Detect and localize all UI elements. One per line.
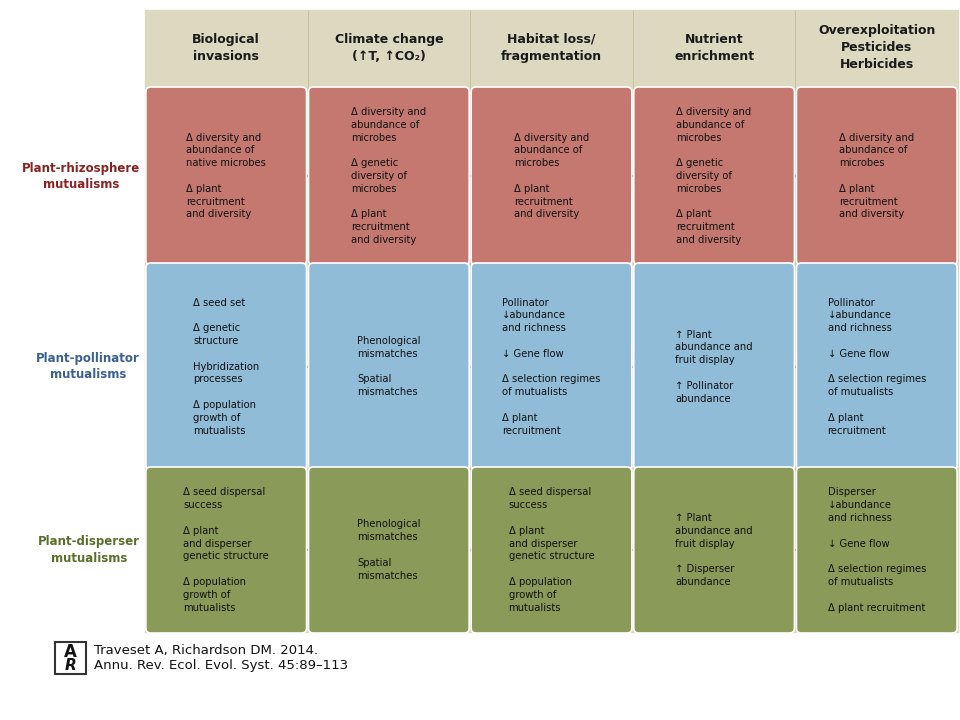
Bar xyxy=(55,642,85,674)
FancyBboxPatch shape xyxy=(797,87,957,265)
Text: Phenological
mismatches

Spatial
mismatches: Phenological mismatches Spatial mismatch… xyxy=(357,336,420,397)
FancyBboxPatch shape xyxy=(471,467,632,633)
FancyBboxPatch shape xyxy=(308,87,469,265)
Text: Pollinator
↓abundance
and richness

↓ Gene flow

Δ selection regimes
of mutualis: Pollinator ↓abundance and richness ↓ Gen… xyxy=(828,297,926,436)
Text: Climate change
(↑T, ↑CO₂): Climate change (↑T, ↑CO₂) xyxy=(334,32,444,63)
Text: Δ seed dispersal
success

Δ plant
and disperser
genetic structure

Δ population
: Δ seed dispersal success Δ plant and dis… xyxy=(509,487,594,613)
Text: Biological
invasions: Biological invasions xyxy=(192,32,260,63)
Text: R: R xyxy=(64,657,76,672)
FancyBboxPatch shape xyxy=(146,87,306,265)
FancyBboxPatch shape xyxy=(471,263,632,470)
Text: ↑ Plant
abundance and
fruit display

↑ Pollinator
abundance: ↑ Plant abundance and fruit display ↑ Po… xyxy=(675,330,753,403)
FancyBboxPatch shape xyxy=(797,263,957,470)
FancyBboxPatch shape xyxy=(146,263,306,470)
Text: Plant-disperser
mutualisms: Plant-disperser mutualisms xyxy=(38,536,140,564)
Text: Traveset A, Richardson DM. 2014.: Traveset A, Richardson DM. 2014. xyxy=(93,644,318,657)
Text: Δ diversity and
abundance of
microbes

Δ plant
recruitment
and diversity: Δ diversity and abundance of microbes Δ … xyxy=(514,132,589,220)
Text: A: A xyxy=(64,643,77,661)
Text: Δ diversity and
abundance of
native microbes

Δ plant
recruitment
and diversity: Δ diversity and abundance of native micr… xyxy=(186,132,266,220)
Text: Plant-rhizosphere
mutualisms: Plant-rhizosphere mutualisms xyxy=(22,161,140,191)
FancyBboxPatch shape xyxy=(634,263,795,470)
FancyBboxPatch shape xyxy=(308,263,469,470)
Text: Δ diversity and
abundance of
microbes

Δ plant
recruitment
and diversity: Δ diversity and abundance of microbes Δ … xyxy=(839,132,914,220)
Text: Annu. Rev. Ecol. Evol. Syst. 45:89–113: Annu. Rev. Ecol. Evol. Syst. 45:89–113 xyxy=(93,659,348,672)
FancyBboxPatch shape xyxy=(308,467,469,633)
FancyBboxPatch shape xyxy=(634,87,795,265)
Text: Disperser
↓abundance
and richness

↓ Gene flow

Δ selection regimes
of mutualist: Disperser ↓abundance and richness ↓ Gene… xyxy=(828,487,926,613)
FancyBboxPatch shape xyxy=(797,467,957,633)
Text: Δ seed set

Δ genetic
structure

Hybridization
processes

Δ population
growth of: Δ seed set Δ genetic structure Hybridiza… xyxy=(193,297,259,436)
Text: Phenological
mismatches

Spatial
mismatches: Phenological mismatches Spatial mismatch… xyxy=(357,519,420,580)
Bar xyxy=(145,10,958,632)
FancyBboxPatch shape xyxy=(471,87,632,265)
FancyBboxPatch shape xyxy=(634,467,795,633)
Text: Δ diversity and
abundance of
microbes

Δ genetic
diversity of
microbes

Δ plant
: Δ diversity and abundance of microbes Δ … xyxy=(351,107,426,245)
Text: Habitat loss/
fragmentation: Habitat loss/ fragmentation xyxy=(501,32,602,63)
Text: ↑ Plant
abundance and
fruit display

↑ Disperser
abundance: ↑ Plant abundance and fruit display ↑ Di… xyxy=(675,513,753,587)
Text: Δ seed dispersal
success

Δ plant
and disperser
genetic structure

Δ population
: Δ seed dispersal success Δ plant and dis… xyxy=(183,487,269,613)
Text: Pollinator
↓abundance
and richness

↓ Gene flow

Δ selection regimes
of mutualis: Pollinator ↓abundance and richness ↓ Gen… xyxy=(502,297,601,436)
Text: Δ diversity and
abundance of
microbes

Δ genetic
diversity of
microbes

Δ plant
: Δ diversity and abundance of microbes Δ … xyxy=(677,107,752,245)
Text: Overexploitation
Pesticides
Herbicides: Overexploitation Pesticides Herbicides xyxy=(818,24,935,71)
Text: Plant-pollinator
mutualisms: Plant-pollinator mutualisms xyxy=(36,352,140,381)
Text: Nutrient
enrichment: Nutrient enrichment xyxy=(674,32,755,63)
FancyBboxPatch shape xyxy=(146,467,306,633)
